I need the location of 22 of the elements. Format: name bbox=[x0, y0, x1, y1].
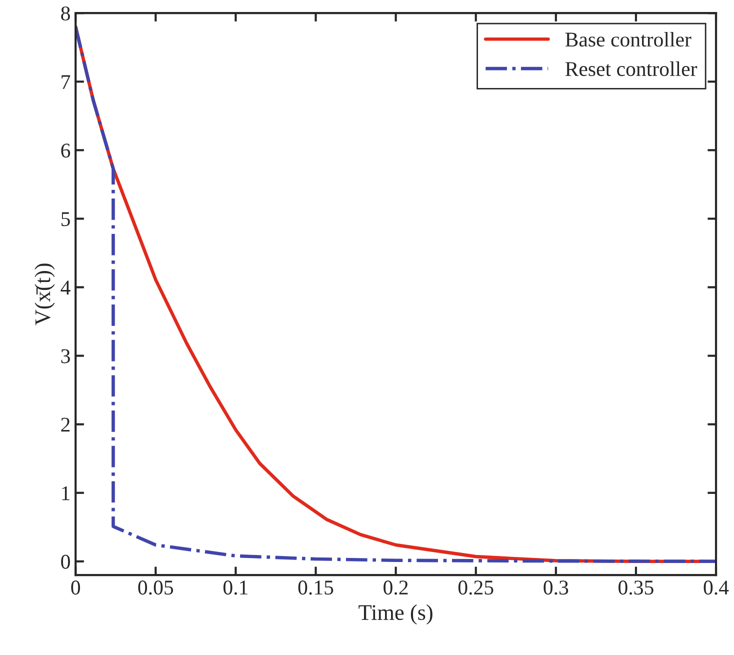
y-tick-label: 1 bbox=[62, 486, 70, 500]
x-tick-label: 0.15 bbox=[298, 580, 334, 595]
x-tick-label: 0.25 bbox=[458, 580, 494, 595]
x-tick-label: 0 bbox=[71, 580, 80, 595]
y-tick-label: 6 bbox=[61, 144, 70, 158]
legend-label: Base controller bbox=[565, 32, 692, 47]
y-tick-label: 2 bbox=[61, 418, 70, 432]
x-tick-label: 0.4 bbox=[704, 580, 729, 595]
y-tick-label: 0 bbox=[61, 554, 70, 569]
y-tick-label: 5 bbox=[62, 212, 70, 226]
legend-label: Reset controller bbox=[565, 61, 698, 76]
x-tick-label: 0.1 bbox=[223, 580, 248, 595]
y-tick-label: 4 bbox=[60, 280, 70, 294]
x-tick-label: 0.3 bbox=[544, 580, 568, 595]
x-axis-title: Time (s) bbox=[358, 604, 432, 625]
x-tick-label: 0.2 bbox=[384, 580, 408, 595]
x-tick-label: 0.35 bbox=[618, 580, 654, 595]
x-tick-label: 0.05 bbox=[138, 580, 174, 595]
y-tick-label: 8 bbox=[61, 6, 70, 21]
y-tick-label: 7 bbox=[62, 75, 70, 89]
y-tick-label: 3 bbox=[61, 349, 70, 364]
y-axis-title: V(x̄(t)) bbox=[34, 264, 55, 326]
